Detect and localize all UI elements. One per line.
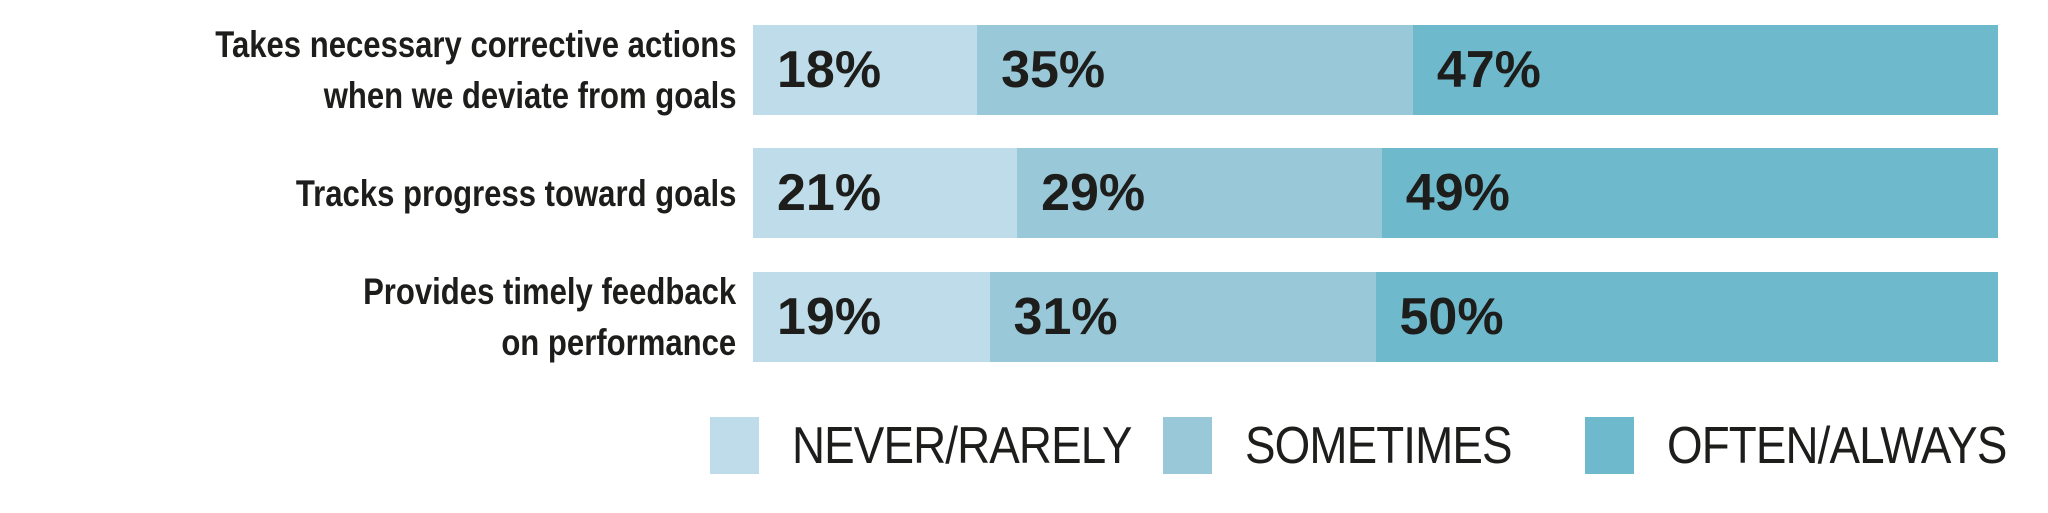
category-label-tracks-progress: Tracks progress toward goals xyxy=(0,148,736,238)
legend-label-never-rarely: NEVER/RARELY xyxy=(792,416,1132,475)
value-label: 18% xyxy=(777,41,882,99)
legend-swatch-sometimes xyxy=(1163,417,1212,474)
category-label-corrective-actions: Takes necessary corrective actions when … xyxy=(0,24,736,116)
legend-item-often-always: OFTEN/ALWAYS xyxy=(1585,416,2048,475)
value-label: 29% xyxy=(1041,164,1146,222)
legend-label-often-always: OFTEN/ALWAYS xyxy=(1667,416,2007,475)
category-label-line: on performance xyxy=(501,322,736,363)
category-label-line: Provides timely feedback xyxy=(362,271,736,312)
value-label: 21% xyxy=(777,164,882,222)
bar-segment-often-always: 50% xyxy=(1375,272,1998,362)
bar-segment-sometimes: 35% xyxy=(977,25,1413,115)
bar-segment-never-rarely: 18% xyxy=(753,25,978,115)
category-label-text: Takes necessary corrective actions when … xyxy=(215,19,736,121)
value-label: 31% xyxy=(1013,288,1118,346)
legend-swatch-often-always xyxy=(1585,417,1634,474)
legend-label-sometimes: SOMETIMES xyxy=(1245,416,1513,475)
value-label: 19% xyxy=(777,288,882,346)
bar-segment-never-rarely: 21% xyxy=(753,148,1018,238)
category-label-timely-feedback: Provides timely feedback on performance xyxy=(0,271,736,363)
bar-row-timely-feedback: 19% 31% 50% xyxy=(753,272,1998,362)
value-label: 35% xyxy=(1001,41,1106,99)
category-label-text: Tracks progress toward goals xyxy=(296,168,736,219)
bar-segment-never-rarely: 19% xyxy=(753,272,990,362)
legend-item-sometimes: SOMETIMES xyxy=(1163,416,1548,475)
bar-row-corrective-actions: 18% 35% 47% xyxy=(753,25,1998,115)
category-label-text: Provides timely feedback on performance xyxy=(363,266,736,368)
value-label: 49% xyxy=(1405,164,1510,222)
legend-item-never-rarely: NEVER/RARELY xyxy=(710,416,1178,475)
value-label: 47% xyxy=(1436,41,1541,99)
category-label-line: when we deviate from goals xyxy=(323,75,736,116)
bar-segment-often-always: 47% xyxy=(1412,25,1998,115)
bar-row-tracks-progress: 21% 29% 49% xyxy=(753,148,1999,238)
bar-segment-sometimes: 29% xyxy=(1017,148,1382,238)
category-label-line: Tracks progress toward goals xyxy=(295,172,736,214)
legend-swatch-never-rarely xyxy=(710,417,759,474)
bar-segment-sometimes: 31% xyxy=(989,272,1376,362)
category-label-line: Takes necessary corrective actions xyxy=(214,24,736,65)
value-label: 50% xyxy=(1399,288,1504,346)
bar-segment-often-always: 49% xyxy=(1381,148,1999,238)
